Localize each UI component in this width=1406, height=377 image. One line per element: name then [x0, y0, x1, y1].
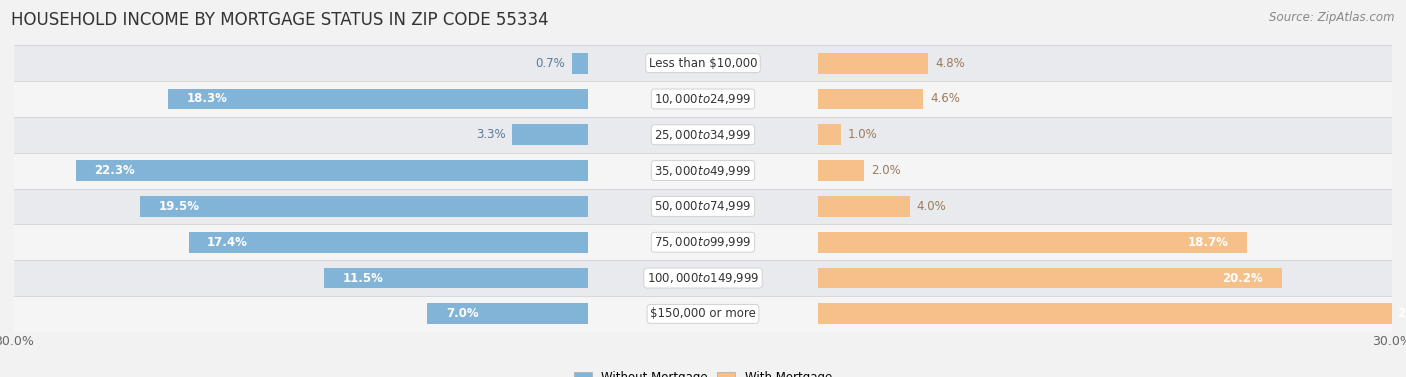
Bar [818, 303, 1406, 324]
Text: 7.0%: 7.0% [446, 307, 478, 320]
Text: $150,000 or more: $150,000 or more [650, 307, 756, 320]
Bar [14, 260, 1392, 296]
Bar [818, 53, 928, 74]
Legend: Without Mortgage, With Mortgage: Without Mortgage, With Mortgage [569, 366, 837, 377]
Bar [14, 296, 1392, 332]
Text: 4.0%: 4.0% [917, 200, 946, 213]
Text: Source: ZipAtlas.com: Source: ZipAtlas.com [1270, 11, 1395, 24]
Bar [14, 188, 1392, 224]
Text: $75,000 to $99,999: $75,000 to $99,999 [654, 235, 752, 249]
Bar [818, 232, 1247, 253]
Bar [188, 232, 588, 253]
Bar [427, 303, 588, 324]
Bar [323, 268, 588, 288]
Text: 27.8%: 27.8% [1398, 307, 1406, 320]
Bar [572, 53, 588, 74]
Text: 18.7%: 18.7% [1188, 236, 1229, 249]
Text: 20.2%: 20.2% [1223, 271, 1264, 285]
Text: 4.6%: 4.6% [931, 92, 960, 106]
Bar [14, 45, 1392, 81]
Text: 17.4%: 17.4% [207, 236, 247, 249]
Bar [76, 160, 588, 181]
Bar [818, 196, 910, 217]
Text: 18.3%: 18.3% [186, 92, 228, 106]
Text: HOUSEHOLD INCOME BY MORTGAGE STATUS IN ZIP CODE 55334: HOUSEHOLD INCOME BY MORTGAGE STATUS IN Z… [11, 11, 548, 29]
Text: 19.5%: 19.5% [159, 200, 200, 213]
Text: 3.3%: 3.3% [475, 128, 506, 141]
Text: $35,000 to $49,999: $35,000 to $49,999 [654, 164, 752, 178]
Text: 22.3%: 22.3% [94, 164, 135, 177]
Text: $10,000 to $24,999: $10,000 to $24,999 [654, 92, 752, 106]
Bar [818, 89, 924, 109]
Text: $100,000 to $149,999: $100,000 to $149,999 [647, 271, 759, 285]
Text: 2.0%: 2.0% [870, 164, 900, 177]
Text: 4.8%: 4.8% [935, 57, 965, 70]
Bar [14, 81, 1392, 117]
Bar [818, 268, 1282, 288]
Bar [818, 124, 841, 145]
Bar [14, 153, 1392, 188]
Text: 0.7%: 0.7% [536, 57, 565, 70]
Bar [14, 117, 1392, 153]
Bar [14, 224, 1392, 260]
Bar [167, 89, 588, 109]
Bar [512, 124, 588, 145]
Text: $25,000 to $34,999: $25,000 to $34,999 [654, 128, 752, 142]
Text: $50,000 to $74,999: $50,000 to $74,999 [654, 199, 752, 213]
Text: Less than $10,000: Less than $10,000 [648, 57, 758, 70]
Bar [141, 196, 588, 217]
Bar [818, 160, 863, 181]
Text: 11.5%: 11.5% [343, 271, 384, 285]
Text: 1.0%: 1.0% [848, 128, 877, 141]
